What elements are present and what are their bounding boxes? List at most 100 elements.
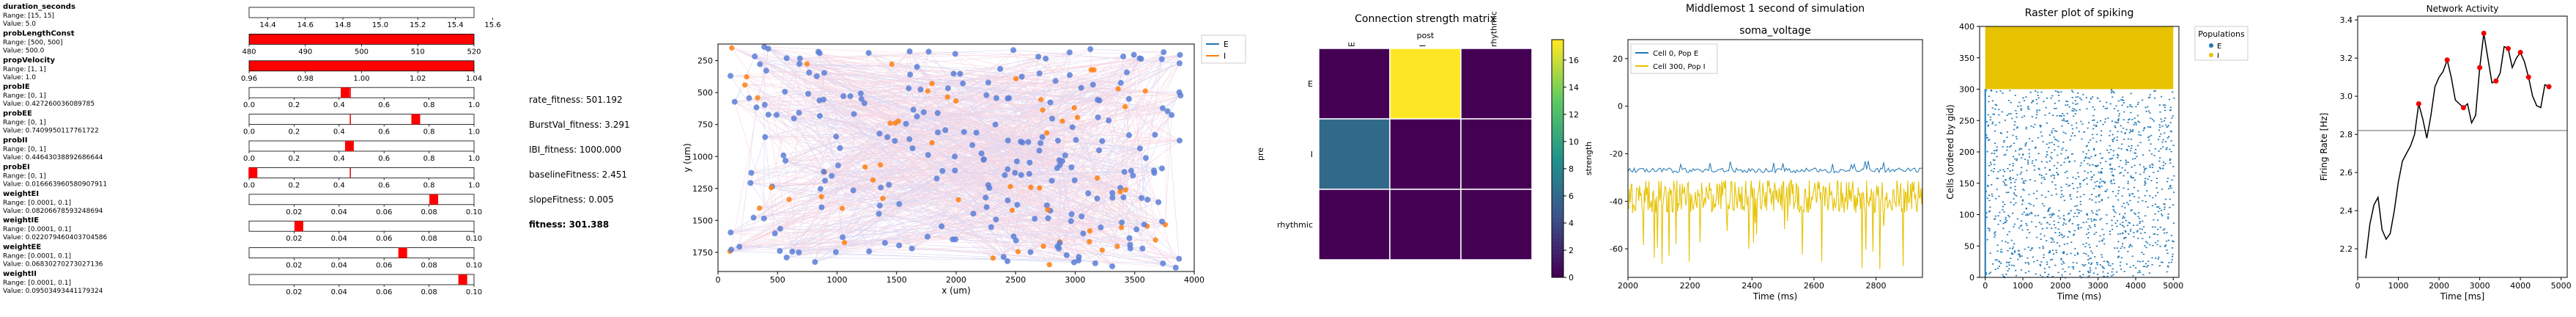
colorbar-frame [1551, 39, 1564, 278]
network-node-e [1078, 213, 1085, 219]
param-name: probEE [3, 110, 32, 118]
raster-spike-e [2013, 265, 2016, 266]
network-edge [1015, 79, 1060, 161]
raster-spike-e [2013, 194, 2016, 196]
network-node-e [1006, 95, 1013, 101]
network-edge [860, 93, 1148, 200]
raster-spike-e [2167, 216, 2169, 218]
raster-spike-e [2125, 263, 2128, 265]
network-edge [913, 109, 1005, 175]
network-edge [744, 78, 1016, 86]
raster-spike-e [2097, 164, 2099, 167]
raster-spike-e [2039, 274, 2042, 276]
network-edge [988, 82, 1047, 134]
network-edge [906, 54, 1180, 125]
raster-spike-e [2051, 132, 2053, 134]
raster-spike-e [2079, 200, 2081, 203]
raster-spike-e [2093, 188, 2095, 189]
network-edge [823, 73, 1008, 201]
param-value: Value: 0.427260036089785 [3, 101, 95, 108]
raster-spike-e [2051, 239, 2054, 241]
raster-spike-e [2061, 125, 2063, 127]
network-edge [909, 51, 1008, 201]
raster-spike-e [2090, 194, 2093, 195]
legend-label-e: E [1224, 40, 1229, 49]
raster-spike-e [2045, 106, 2047, 109]
colorbar-segment [1552, 67, 1563, 72]
network-edge [938, 131, 964, 133]
raster-spike-e [2163, 203, 2165, 205]
raster-spike-e [2082, 222, 2084, 224]
raster-spike-e [1991, 90, 1993, 92]
colorbar-segment [1552, 158, 1563, 163]
raster-spike-e [2062, 131, 2065, 133]
raster-spike-e [2170, 187, 2172, 189]
network-edge [1007, 73, 1040, 201]
network-edge [928, 51, 1051, 211]
raster-spike-e [2036, 190, 2038, 192]
raster-spike-e [2109, 134, 2111, 136]
raster-spike-e [2129, 200, 2131, 202]
network-edge [1088, 193, 1156, 241]
raster-spike-e [2119, 172, 2121, 174]
raster-spike-e [2113, 179, 2115, 181]
network-edge [1062, 106, 1125, 122]
raster-spike-e [2122, 203, 2125, 204]
raster-spike-e [1990, 164, 1992, 165]
network-node-e [1048, 115, 1055, 122]
raster-spike-e [2005, 273, 2007, 275]
activity-peak [2444, 57, 2450, 63]
network-edge [771, 186, 787, 258]
param-range: Range: [1, 1] [3, 66, 46, 73]
network-edge [809, 72, 974, 214]
raster-spike-e [1998, 266, 2001, 267]
raster-spike-e [2053, 175, 2056, 177]
raster-spike-e [2098, 185, 2101, 187]
raster-spike-e [1988, 230, 1991, 232]
network-edge [1099, 92, 1180, 101]
network-edge [756, 107, 1180, 141]
slider-tick-label: 0.8 [423, 101, 435, 109]
raster-spike-e [2153, 219, 2155, 221]
raster-spike-e [2084, 170, 2086, 172]
raster-spike-e [2128, 222, 2131, 224]
raster-spike-e [2013, 226, 2015, 227]
heatmap-cell [1318, 48, 1391, 120]
network-edge [819, 115, 870, 252]
raster-spike-e [2122, 226, 2125, 227]
network-edge [909, 51, 914, 110]
raster-spike-e [2007, 167, 2009, 170]
raster-spike-e [2151, 263, 2153, 266]
raster-spike-e [2067, 236, 2069, 238]
raster-spike-e [2159, 227, 2161, 228]
raster-spike-e [2155, 182, 2158, 183]
network-edge [909, 139, 986, 198]
network-edge [895, 140, 1063, 161]
raster-spike-e [2086, 145, 2088, 147]
raster-spike-e [2112, 208, 2114, 211]
raster-spike-e [2134, 214, 2136, 215]
network-edge [1059, 160, 1060, 242]
raster-spike-e [2034, 123, 2036, 125]
raster-spike-e [2088, 101, 2091, 103]
raster-spike-e [2172, 204, 2175, 206]
network-edge [884, 241, 1060, 244]
network-edge [895, 108, 1163, 124]
network-edge [1125, 90, 1146, 190]
raster-spike-e [2155, 258, 2157, 259]
raster-spike-e [2027, 107, 2029, 109]
raster-spike-e [2053, 178, 2056, 179]
network-node-e [1177, 51, 1183, 58]
network-node-e [1012, 170, 1018, 176]
raster-spike-e [2117, 153, 2119, 156]
network-edge [799, 51, 1164, 59]
network-edge [865, 76, 1022, 167]
network-edge [963, 73, 1040, 133]
raster-spike-e [2130, 176, 2132, 178]
x-tick-label: 2000 [1618, 281, 1638, 291]
raster-spike-e [2124, 207, 2126, 208]
raster-spike-e [2020, 196, 2022, 198]
network-edge [731, 48, 896, 124]
network-edge [1145, 158, 1156, 241]
raster-spike-e [2111, 157, 2114, 159]
